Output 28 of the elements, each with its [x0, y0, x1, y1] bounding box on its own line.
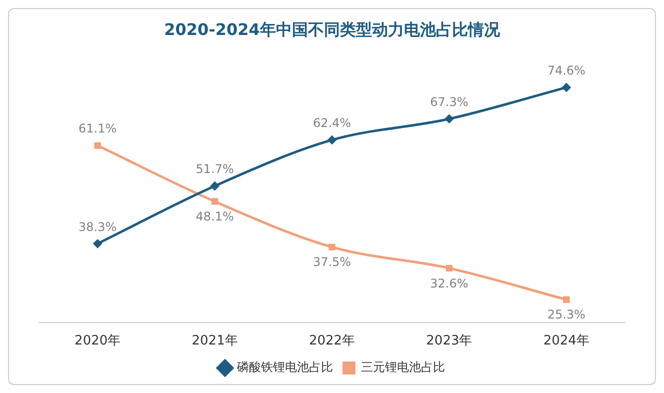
- data-label: 62.4%: [312, 116, 352, 130]
- x-tick-label: 2020年: [74, 334, 121, 349]
- point: [446, 264, 453, 272]
- x-tick-label: 2024年: [543, 334, 590, 349]
- point: [328, 244, 336, 250]
- legend-label: 磷酸铁锂电池占比: [236, 360, 333, 374]
- data-label: 25.3%: [547, 308, 586, 322]
- data-label: 51.7%: [196, 162, 234, 176]
- data-label: 32.6%: [430, 276, 468, 290]
- point: [94, 142, 101, 149]
- x-tick-label: 2021年: [192, 334, 238, 349]
- point: [211, 198, 218, 205]
- data-label: 48.1%: [196, 210, 234, 224]
- data-label: 74.6%: [547, 64, 586, 78]
- data-label: 37.5%: [312, 255, 352, 270]
- chart-title: 2020-2024年中国不同类型动力电池占比情况: [164, 20, 501, 39]
- point: [210, 181, 220, 190]
- point: [93, 239, 102, 248]
- x-tick-label: 2023年: [426, 334, 472, 349]
- point: [444, 114, 454, 124]
- data-label: 38.3%: [78, 220, 117, 234]
- x-tick-label: 2022年: [308, 334, 356, 349]
- point: [563, 296, 570, 303]
- point: [328, 135, 336, 144]
- legend-label: 三元锂电池占比: [361, 360, 445, 374]
- point: [562, 82, 571, 92]
- data-label: 61.1%: [78, 122, 117, 136]
- data-label: 67.3%: [430, 94, 468, 109]
